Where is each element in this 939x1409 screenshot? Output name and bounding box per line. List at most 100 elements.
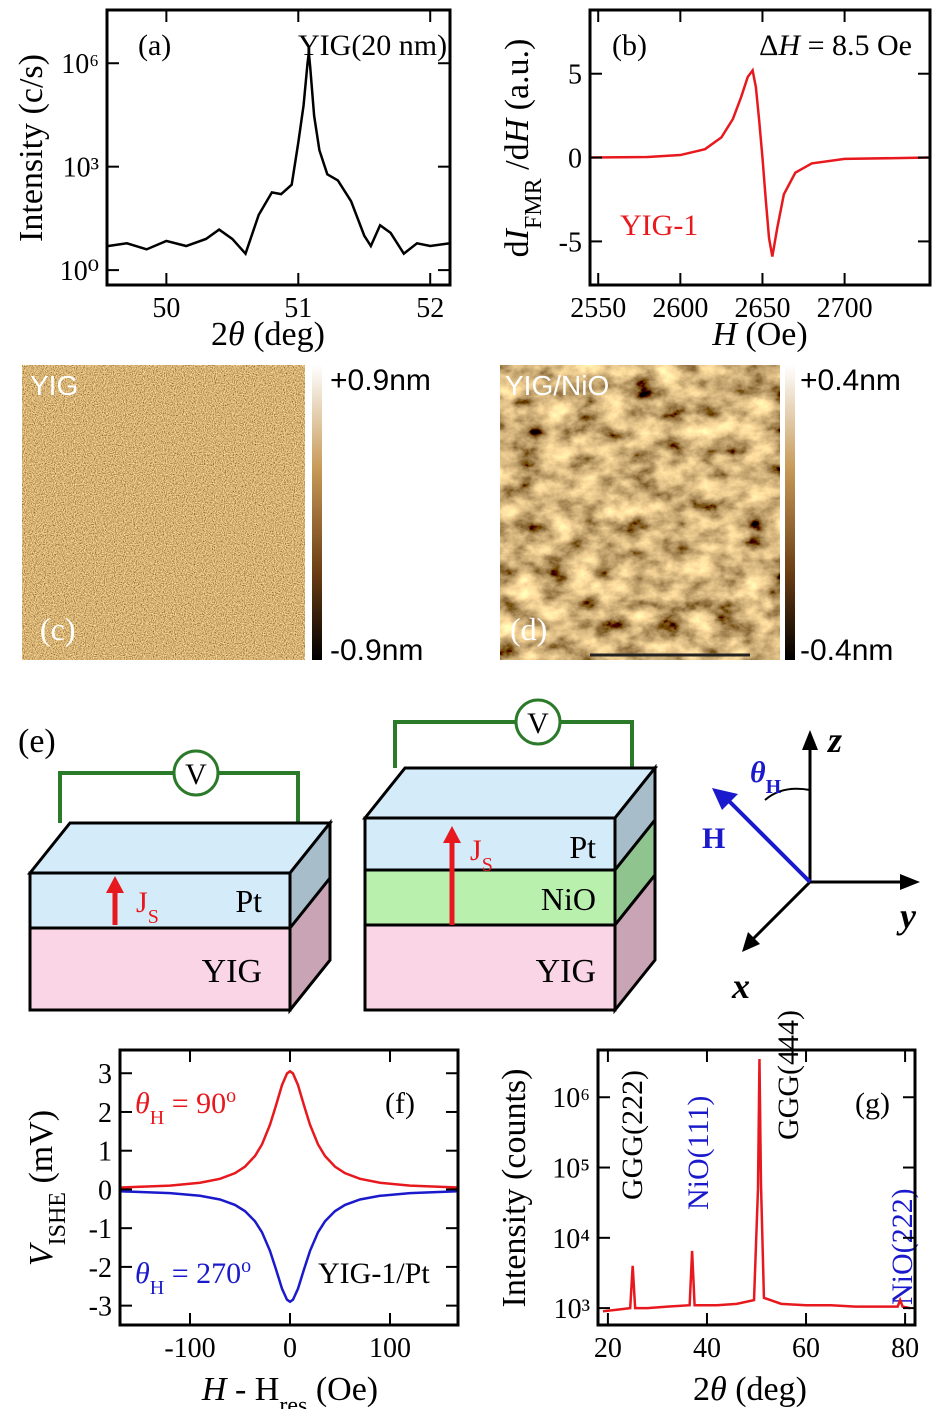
x-tick-label: 20: [594, 1333, 622, 1364]
peak-label: GGG(444): [772, 1010, 805, 1140]
annotation: θH = 270o: [135, 1255, 251, 1299]
annotation: YIG-1: [620, 209, 698, 242]
arrow-head: [802, 730, 818, 750]
panel-label: (a): [138, 29, 171, 62]
layer-label: YIG: [202, 953, 262, 990]
figure: Intensity (c/s) 2θ (deg) (a) YIG(20 nm) …: [0, 0, 939, 1409]
label-part: o: [241, 1255, 251, 1277]
layer-label: YIG: [536, 953, 596, 990]
angle-label: θH: [750, 756, 782, 798]
annotation: YIG(20 nm): [298, 29, 447, 62]
axis-name: z: [826, 720, 842, 760]
y-tick-label: 0: [98, 1175, 112, 1206]
x-tick-label: 2700: [817, 293, 873, 324]
y-tick-label: 10⁵: [552, 1154, 590, 1185]
voltmeter-label: V: [527, 707, 549, 740]
x-tick-label: 2600: [652, 293, 708, 324]
x-tick-label: 51: [284, 293, 312, 324]
label-part: θ: [135, 1257, 150, 1290]
annotation: ΔH = 8.5 Oe: [759, 29, 912, 62]
label-part: θ: [228, 316, 245, 353]
x-axis-label: 2θ (deg): [693, 1371, 807, 1408]
y-tick-label: -5: [559, 227, 582, 258]
label-part: = 8.5 Oe: [800, 29, 912, 62]
panel-label: (f): [385, 1087, 415, 1120]
label-part: (mV): [23, 1110, 60, 1192]
label-part: Δ: [759, 29, 778, 62]
label-part: H: [766, 776, 782, 798]
panel-label: (c): [40, 611, 76, 647]
y-tick-label: -2: [89, 1253, 112, 1284]
panel-label: (g): [855, 1087, 890, 1120]
label-part: = 270: [164, 1257, 241, 1290]
label-part: d: [499, 240, 536, 257]
x-tick-label: 80: [891, 1333, 919, 1364]
label-part: FMR: [521, 178, 547, 229]
panel-label: (b): [612, 29, 647, 62]
label-part: θ: [750, 756, 766, 789]
label-part: H: [777, 29, 802, 62]
label-part: 2: [693, 1371, 710, 1408]
image-label: YIG/NiO: [505, 370, 609, 401]
axis-name: x: [731, 966, 750, 1006]
y-tick-label: -1: [89, 1214, 112, 1245]
y-tick-label: 3: [98, 1059, 112, 1090]
colorbar: [312, 365, 322, 660]
x-tick-label: 0: [283, 1333, 297, 1364]
field-arrow: [728, 800, 810, 882]
x-axis-label: H - Hres (Oe): [201, 1371, 378, 1409]
y-axis-label: Intensity (c/s): [13, 54, 50, 242]
label-part: = 90: [164, 1087, 226, 1120]
x-tick-label: 40: [693, 1333, 721, 1364]
y-tick-label: 0: [568, 144, 582, 175]
x-tick-label: 52: [416, 293, 444, 324]
panel-label: (d): [510, 611, 547, 647]
peak-label: NiO(111): [682, 1096, 715, 1210]
x-axis: [752, 882, 810, 940]
x-tick-label: 60: [792, 1333, 820, 1364]
layer-label: Pt: [235, 883, 262, 919]
arrow-head: [900, 874, 920, 890]
y-axis-label: dIFMR /dH (a.u.): [499, 39, 547, 258]
y-tick-label: 1: [98, 1137, 112, 1168]
colorbar-label: -0.4nm: [800, 634, 893, 667]
label-part: (a.u.): [499, 39, 536, 119]
y-tick-label: 2: [98, 1098, 112, 1129]
label-part: res: [279, 1393, 307, 1409]
image-label: YIG: [30, 370, 78, 401]
label-part: - H: [226, 1371, 279, 1408]
label-part: ISHE: [45, 1192, 71, 1245]
panel-label: (e): [18, 723, 56, 760]
x-tick-label: 100: [369, 1333, 411, 1364]
x-tick-label: 2550: [570, 293, 626, 324]
colorbar-label: -0.9nm: [330, 634, 423, 667]
label-part: /d: [499, 143, 536, 178]
label-part: θ: [710, 1371, 727, 1408]
label-part: H: [150, 1277, 164, 1299]
label-part: (deg): [727, 1371, 807, 1408]
y-tick-label: 10³: [554, 1294, 590, 1325]
peak-label: GGG(222): [616, 1070, 649, 1200]
top-face: [30, 823, 330, 873]
label-part: H: [201, 1371, 229, 1408]
data-line: [108, 53, 450, 254]
label-part: J: [136, 886, 148, 919]
y-tick-label: 10⁶: [552, 1083, 590, 1114]
top-face: [365, 768, 655, 818]
x-tick-label: 2650: [734, 293, 790, 324]
layer-label: Pt: [569, 829, 596, 865]
y-axis-label: VISHE (mV): [23, 1110, 71, 1266]
colorbar-label: +0.9nm: [330, 364, 431, 397]
y-axis-label: Intensity (counts): [496, 1069, 533, 1308]
axis-name: y: [896, 896, 917, 936]
annotation: θH = 90o: [135, 1085, 236, 1129]
annotation: YIG-1/Pt: [318, 1257, 430, 1290]
label-part: o: [226, 1085, 236, 1107]
label-part: S: [482, 854, 493, 876]
label-part: H: [150, 1107, 164, 1129]
y-tick-label: 10⁰: [60, 256, 99, 287]
y-tick-label: 10⁶: [61, 49, 99, 80]
y-tick-label: 10⁴: [552, 1224, 590, 1255]
layer-label: NiO: [541, 881, 596, 917]
label-part: H: [499, 116, 536, 144]
